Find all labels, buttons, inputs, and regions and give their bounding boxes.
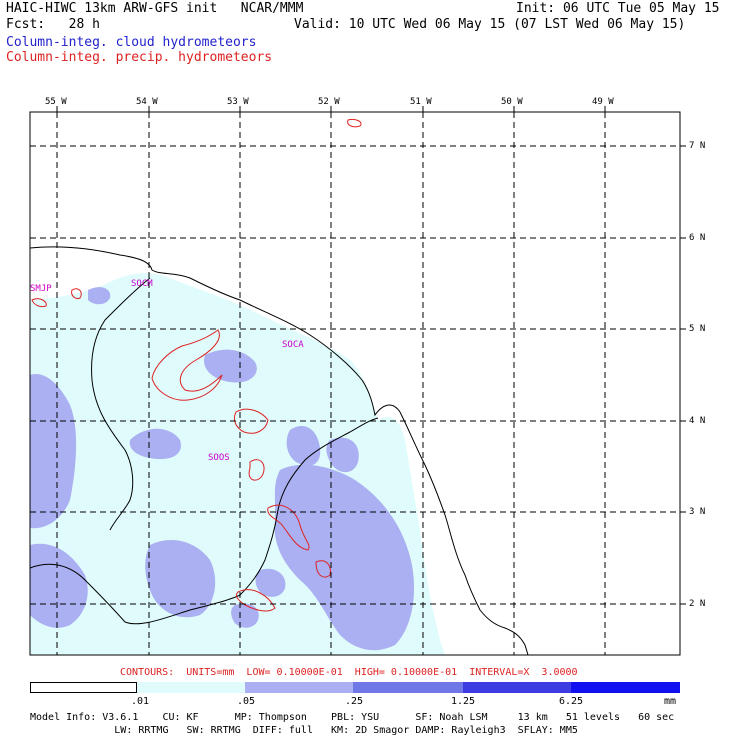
lon-label-53w: 53 W [227,97,249,107]
header-forecast-hour: Fcst: 28 h [6,17,100,32]
lon-label-50w: 50 W [501,97,523,107]
legend-cloud-hydrometeors: Column-integ. cloud hydrometeors [6,35,257,50]
colorbar-tick-0: .01 [131,696,150,707]
lat-label-4n: 4 N [689,416,706,426]
colorbar-bin-2 [245,682,353,693]
contour-info: CONTOURS: UNITS=mm LOW= 0.10000E-01 HIGH… [120,667,578,678]
colorbar-tick-2: .25 [345,696,364,707]
lat-label-2n: 2 N [689,599,706,609]
lon-label-55w: 55 W [45,97,67,107]
lon-label-54w: 54 W [136,97,158,107]
header-title: HAIC-HIWC 13km ARW-GFS init NCAR/MMM [6,1,304,16]
lon-label-49w: 49 W [592,97,614,107]
lat-label-5n: 5 N [689,324,706,334]
colorbar-tick-4: 6.25 [559,696,584,707]
graticule [30,112,680,655]
colorbar-bin-4 [463,682,571,693]
site-label-soos: SOOS [208,453,230,463]
colorbar-tick-3: 1.25 [451,696,476,707]
header-init-time: Init: 06 UTC Tue 05 May 15 [516,1,720,16]
lon-label-51w: 51 W [410,97,432,107]
footer-model-info: Model Info: V3.6.1 CU: KF MP: Thompson P… [30,712,675,723]
site-label-socm: SOCM [131,279,153,289]
site-label-smjp: SMJP [30,284,52,294]
colorbar-bin-3 [353,682,463,693]
coastline [30,246,529,655]
cloud-shade-medium [30,287,415,651]
header-valid-time: Valid: 10 UTC Wed 06 May 15 (07 LST Wed … [294,17,686,32]
colorbar-bin-1 [137,682,245,693]
colorbar-tick-1: .05 [237,696,256,707]
axis-ticks [56,106,686,605]
precip-contours [31,119,362,612]
lat-label-7n: 7 N [689,141,706,151]
colorbar-bin-0 [30,682,137,693]
site-label-soca: SOCA [282,340,304,350]
lon-label-52w: 52 W [318,97,340,107]
legend-precip-hydrometeors: Column-integ. precip. hydrometeors [6,50,273,65]
lat-label-6n: 6 N [689,233,706,243]
footer-physics-info: LW: RRTMG SW: RRTMG DIFF: full KM: 2D Sm… [30,725,578,736]
map-frame [29,111,681,656]
lat-label-3n: 3 N [689,507,706,517]
colorbar-bin-5 [571,682,680,693]
colorbar-units: mm [664,696,677,707]
